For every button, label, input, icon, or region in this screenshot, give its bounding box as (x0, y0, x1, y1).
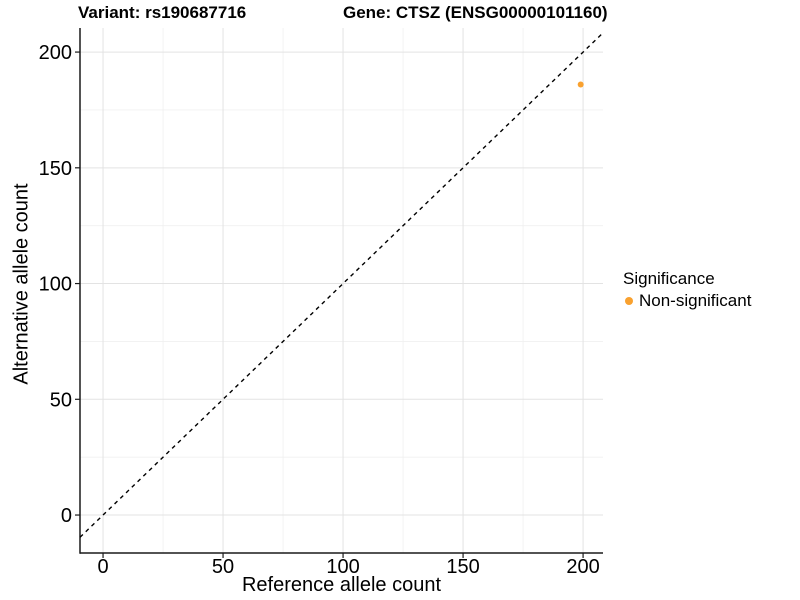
x-tick-label: 50 (212, 556, 234, 578)
x-tick-label: 0 (97, 556, 108, 578)
plot-title-gene: Gene: CTSZ (ENSG00000101160) (343, 3, 608, 22)
x-tick-label: 150 (446, 556, 479, 578)
data-point (577, 81, 584, 88)
legend: Significance Non-significant (621, 268, 751, 311)
legend-point-icon (625, 296, 633, 305)
y-tick-label: 200 (39, 42, 72, 64)
identity-reference-line (79, 32, 604, 538)
y-axis-title: Alternative allele count (10, 183, 33, 385)
y-tick-label: 0 (61, 505, 72, 527)
legend-item-label: Non-significant (639, 291, 752, 310)
x-tick-label: 200 (566, 556, 599, 578)
x-axis-title: Reference allele count (241, 574, 441, 596)
legend-title: Significance (623, 269, 715, 288)
plot-title-variant: Variant: rs190687716 (78, 3, 247, 22)
x-tick-label: 100 (326, 556, 359, 578)
y-tick-label: 150 (39, 158, 72, 180)
y-tick-label: 50 (50, 389, 72, 411)
legend-item-non-significant: Non-significant (621, 290, 751, 311)
y-tick-label: 100 (39, 274, 72, 296)
